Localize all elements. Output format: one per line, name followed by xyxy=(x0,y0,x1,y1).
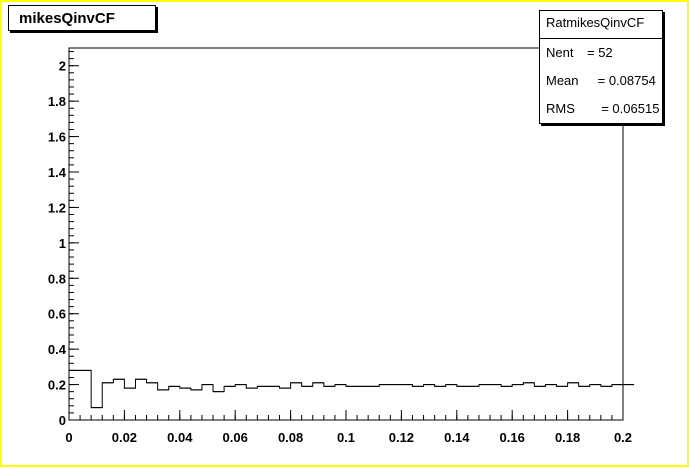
x-tick-label: 0.04 xyxy=(167,430,193,445)
stats-value: = 52 xyxy=(587,45,613,60)
stats-key: RMS xyxy=(546,101,575,116)
y-tick-label: 1 xyxy=(59,236,66,251)
stats-key: Nent xyxy=(546,45,574,60)
x-tick-label: 0.2 xyxy=(614,430,632,445)
y-tick-label: 1.4 xyxy=(48,165,67,180)
stats-separator xyxy=(540,38,662,39)
y-tick-label: 0.4 xyxy=(48,342,67,357)
y-tick-label: 0 xyxy=(59,413,66,428)
stats-box: RatmikesQinvCF Nent = 52 Mean = 0.08754 … xyxy=(539,10,663,124)
y-tick-label: 0.6 xyxy=(48,307,66,322)
x-tick-label: 0.14 xyxy=(444,430,470,445)
x-tick-label: 0.02 xyxy=(112,430,137,445)
y-tick-label: 0.8 xyxy=(48,271,66,286)
histogram-title: mikesQinvCF xyxy=(8,5,156,31)
x-tick-label: 0.16 xyxy=(500,430,525,445)
x-tick-label: 0 xyxy=(65,430,72,445)
x-tick-label: 0.06 xyxy=(223,430,248,445)
y-tick-label: 1.2 xyxy=(48,200,66,215)
y-tick-label: 2 xyxy=(59,59,66,74)
x-tick-label: 0.12 xyxy=(389,430,414,445)
y-tick-label: 0.2 xyxy=(48,378,66,393)
stats-title: RatmikesQinvCF xyxy=(546,15,645,30)
y-tick-label: 1.6 xyxy=(48,130,66,145)
x-tick-label: 0.1 xyxy=(337,430,355,445)
histogram-series xyxy=(69,369,635,409)
stats-value: = 0.08754 xyxy=(594,73,656,88)
stats-value: = 0.06515 xyxy=(594,101,660,116)
stats-key: Mean xyxy=(546,73,579,88)
y-tick-label: 1.8 xyxy=(48,94,66,109)
x-tick-label: 0.08 xyxy=(278,430,303,445)
x-tick-label: 0.18 xyxy=(555,430,580,445)
